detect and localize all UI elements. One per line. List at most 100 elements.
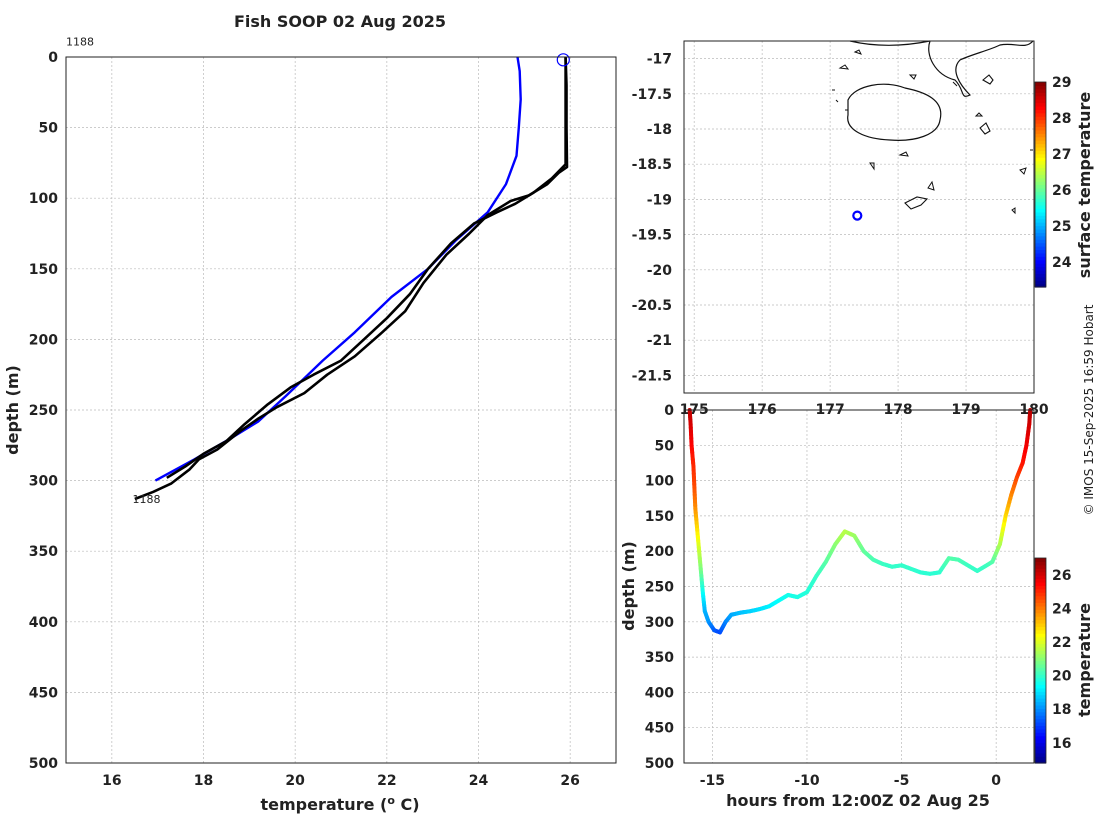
colorbar-segment: [1035, 270, 1046, 274]
colorbar-segment: [1035, 565, 1046, 569]
y-tick-label: 500: [29, 756, 58, 772]
colorbar-segment: [1035, 582, 1046, 586]
colorbar-segment: [1035, 133, 1046, 137]
colorbar-segment: [1035, 222, 1046, 226]
x-tick-label: 22: [377, 773, 396, 789]
colorbar-segment: [1035, 647, 1046, 651]
colorbar-tick-label: 28: [1052, 111, 1071, 127]
colorbar-segment: [1035, 725, 1046, 729]
colorbar-tick-label: 26: [1052, 183, 1071, 199]
ship-position-marker: [853, 212, 861, 220]
bt-y-tick-label: 0: [664, 403, 674, 419]
bt-y-tick-label: 50: [655, 438, 675, 454]
chart-title: Fish SOOP 02 Aug 2025: [234, 12, 446, 31]
colorbar-segment: [1035, 623, 1046, 627]
colorbar-tick-label: 25: [1052, 219, 1071, 235]
depth-time-y-label: depth (m): [619, 541, 638, 631]
colorbar-segment: [1035, 150, 1046, 154]
colorbar-segment: [1035, 147, 1046, 151]
colorbar-tick-label: 27: [1052, 147, 1071, 163]
colorbar-segment: [1035, 579, 1046, 583]
colorbar-segment: [1035, 260, 1046, 264]
surface-temperature-label: surface temperature: [1075, 92, 1094, 279]
y-tick-label: 200: [29, 332, 58, 348]
bt-y-tick-label: 450: [645, 721, 674, 737]
colorbar-segment: [1035, 681, 1046, 685]
colorbar-segment: [1035, 708, 1046, 712]
colorbar-segment: [1035, 215, 1046, 219]
colorbar-segment: [1035, 620, 1046, 624]
x-tick-label: 16: [102, 773, 121, 789]
colorbar-segment: [1035, 106, 1046, 110]
colorbar-tick-label: 22: [1052, 635, 1071, 651]
x-tick-label: 24: [469, 773, 489, 789]
colorbar-segment: [1035, 198, 1046, 202]
colorbar-segment: [1035, 657, 1046, 661]
x-tick-label: 26: [560, 773, 579, 789]
colorbar-segment: [1035, 113, 1046, 117]
colorbar-segment: [1035, 185, 1046, 189]
start-marker: [557, 54, 569, 66]
colorbar-segment: [1035, 116, 1046, 120]
colorbar-segment: [1035, 219, 1046, 223]
colorbar-segment: [1035, 157, 1046, 161]
bt-y-tick-label: 400: [645, 685, 674, 701]
y-tick-label: 50: [39, 121, 59, 137]
bt-y-tick-label: 500: [645, 756, 674, 772]
colorbar-segment: [1035, 144, 1046, 148]
profile-y-label: depth (m): [3, 365, 22, 455]
colorbar-segment: [1035, 719, 1046, 723]
colorbar-segment: [1035, 705, 1046, 709]
colorbar-segment: [1035, 688, 1046, 692]
colorbar-segment: [1035, 161, 1046, 165]
x-tick-label: 18: [194, 773, 213, 789]
bt-x-tick-label: -15: [700, 773, 725, 789]
colorbar-segment: [1035, 246, 1046, 250]
colorbar-segment: [1035, 92, 1046, 96]
colorbar-tick-label: 29: [1052, 75, 1071, 91]
colorbar-segment: [1035, 613, 1046, 617]
colorbar-segment: [1035, 589, 1046, 593]
colorbar-segment: [1035, 236, 1046, 240]
y-tick-label: 300: [29, 474, 58, 490]
colorbar-segment: [1035, 195, 1046, 199]
colorbar-segment: [1035, 253, 1046, 257]
colorbar-segment: [1035, 229, 1046, 233]
colorbar-segment: [1035, 280, 1046, 284]
colorbar-segment: [1035, 736, 1046, 740]
colorbar-segment: [1035, 756, 1046, 760]
colorbar-segment: [1035, 164, 1046, 168]
colorbar-segment: [1035, 661, 1046, 665]
y-tick-label: 400: [29, 615, 58, 631]
colorbar-tick-label: 20: [1052, 669, 1072, 685]
colorbar-segment: [1035, 678, 1046, 682]
colorbar-segment: [1035, 273, 1046, 277]
temperature-colorbar-label: temperature: [1075, 603, 1094, 717]
map-y-tick-label: -19.5: [632, 228, 672, 244]
bt-y-tick-label: 350: [645, 650, 674, 666]
profile-plot-frame: [66, 57, 616, 763]
y-tick-label: 250: [29, 403, 58, 419]
colorbar-segment: [1035, 729, 1046, 733]
colorbar-segment: [1035, 137, 1046, 141]
bt-y-tick-label: 150: [645, 509, 674, 525]
colorbar-segment: [1035, 572, 1046, 576]
colorbar-segment: [1035, 277, 1046, 281]
colorbar-segment: [1035, 126, 1046, 130]
colorbar-segment: [1035, 232, 1046, 236]
colorbar-segment: [1035, 99, 1046, 103]
colorbar-segment: [1035, 626, 1046, 630]
colorbar-segment: [1035, 96, 1046, 100]
colorbar-segment: [1035, 592, 1046, 596]
map-y-tick-label: -21: [647, 333, 672, 349]
colorbar-segment: [1035, 715, 1046, 719]
colorbar-segment: [1035, 191, 1046, 195]
y-tick-label: 450: [29, 685, 58, 701]
colorbar-segment: [1035, 664, 1046, 668]
colorbar-segment: [1035, 640, 1046, 644]
colorbar-tick-label: 26: [1052, 568, 1071, 584]
colorbar-segment: [1035, 181, 1046, 185]
bt-y-tick-label: 300: [645, 615, 674, 631]
